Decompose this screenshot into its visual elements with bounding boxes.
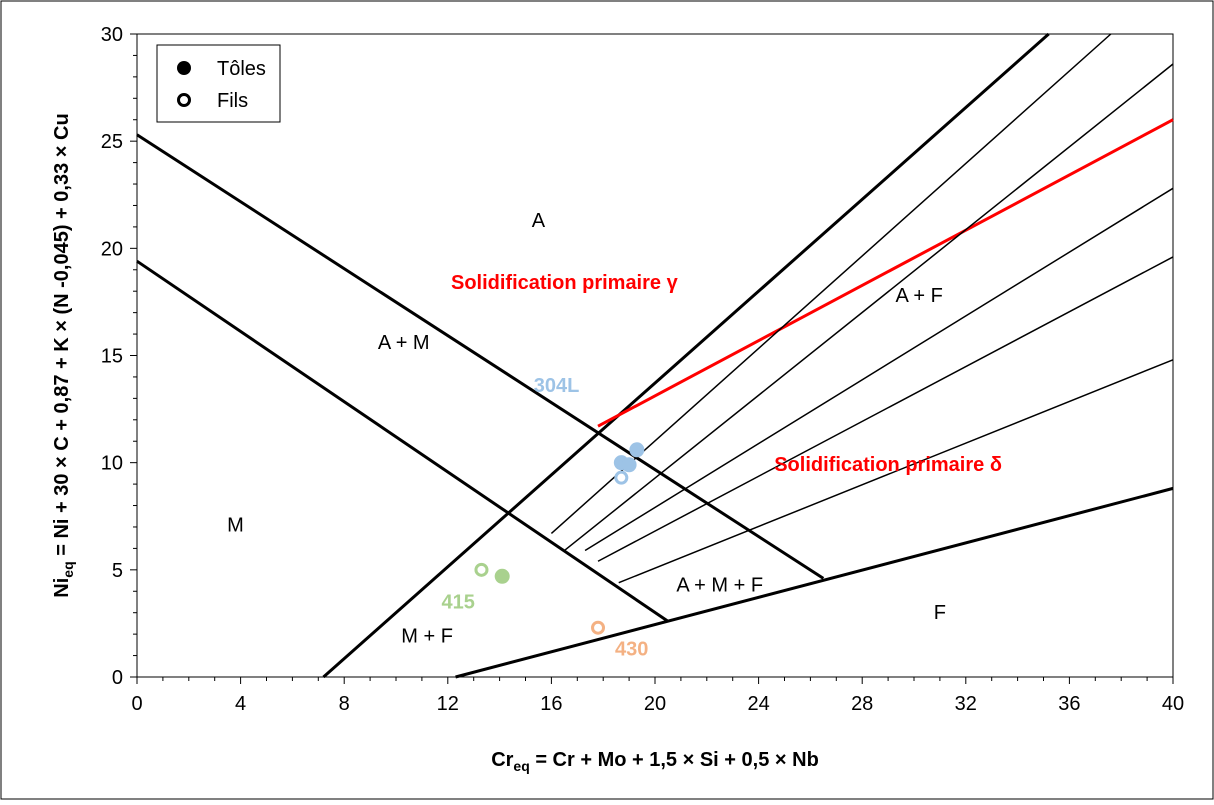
x-tick-label: 20 xyxy=(644,693,666,715)
x-axis-label-main: Cr xyxy=(491,749,513,771)
phase-boundary-line xyxy=(455,486,1174,679)
x-axis-label: Creq = Cr + Mo + 1,5 × Si + 0,5 × Nb xyxy=(491,749,819,774)
legend-marker-open-circle xyxy=(177,93,191,107)
boundary-lines-group xyxy=(136,32,1174,679)
phase-boundary-line xyxy=(618,359,1174,584)
legend-box xyxy=(156,44,281,123)
region-label: F xyxy=(934,602,946,624)
x-tick-label: 12 xyxy=(437,693,459,715)
solidification-boundary-line xyxy=(597,118,1174,428)
phase-boundary-line xyxy=(563,63,1174,552)
phase-boundary-line xyxy=(136,133,825,580)
region-label: M xyxy=(227,514,244,536)
y-tick-label: 25 xyxy=(101,131,123,153)
region-label: A xyxy=(532,210,546,232)
phase-boundary-line xyxy=(584,187,1174,552)
region-label: A + F xyxy=(896,285,943,307)
y-tick-label: 10 xyxy=(101,453,123,475)
phase-boundary-line xyxy=(550,33,1112,534)
x-tick-label: 40 xyxy=(1162,693,1184,715)
y-tick-label: 5 xyxy=(112,560,123,582)
solidification-annotation: Solidification primaire δ xyxy=(774,454,1002,476)
data-point-fil xyxy=(474,562,489,577)
series-label: 304L xyxy=(534,375,580,397)
y-axis-label-main: Ni xyxy=(51,578,73,598)
data-point-fil xyxy=(614,470,629,485)
legend-label: Fils xyxy=(217,90,248,112)
series-label: 430 xyxy=(615,639,648,661)
phase-boundary-line xyxy=(322,32,1050,679)
legend-marker-filled-circle xyxy=(177,61,191,75)
x-tick-label: 32 xyxy=(955,693,977,715)
series-label: 415 xyxy=(441,591,474,613)
y-axis-label: Nieq = Ni + 30 × C + 0,87 + K × (N -0,04… xyxy=(51,113,76,597)
legend: Tôles Fils xyxy=(156,44,281,123)
y-tick-label: 0 xyxy=(112,667,123,689)
x-tick-label: 28 xyxy=(851,693,873,715)
data-point-tole xyxy=(621,457,637,473)
data-point-tole xyxy=(494,568,510,584)
y-tick-label: 20 xyxy=(101,238,123,260)
data-point-fil xyxy=(591,620,606,635)
x-tick-label: 0 xyxy=(131,693,142,715)
legend-label: Tôles xyxy=(217,58,266,80)
x-tick-label: 8 xyxy=(339,693,350,715)
region-label: A + M + F xyxy=(676,574,763,596)
data-point-tole xyxy=(629,442,645,458)
region-label: M + F xyxy=(401,626,453,648)
data-points-group xyxy=(474,442,645,635)
labels-group: Creq = Cr + Mo + 1,5 × Si + 0,5 × NbNieq… xyxy=(51,113,1002,774)
y-tick-label: 30 xyxy=(101,24,123,46)
x-axis-label-rest: = Cr + Mo + 1,5 × Si + 0,5 × Nb xyxy=(530,749,819,771)
x-tick-label: 24 xyxy=(747,693,769,715)
solidification-annotation: Solidification primaire γ xyxy=(451,272,679,294)
x-tick-label: 16 xyxy=(540,693,562,715)
y-tick-label: 15 xyxy=(101,346,123,368)
y-axis-label-sub: eq xyxy=(60,561,76,577)
phase-boundary-line xyxy=(136,259,669,623)
x-axis-label-sub: eq xyxy=(513,758,529,774)
x-tick-label: 4 xyxy=(235,693,246,715)
phase-boundary-line xyxy=(597,256,1174,562)
region-label: A + M xyxy=(378,332,430,354)
x-tick-label: 36 xyxy=(1058,693,1080,715)
y-axis-label-rest: = Ni + 30 × C + 0,87 + K × (N -0,045) + … xyxy=(51,113,73,561)
axes-group: 0 4 8 12 16 20 24 28 32 36 40 0 5 10 15 20 25 30 xyxy=(101,24,1184,715)
